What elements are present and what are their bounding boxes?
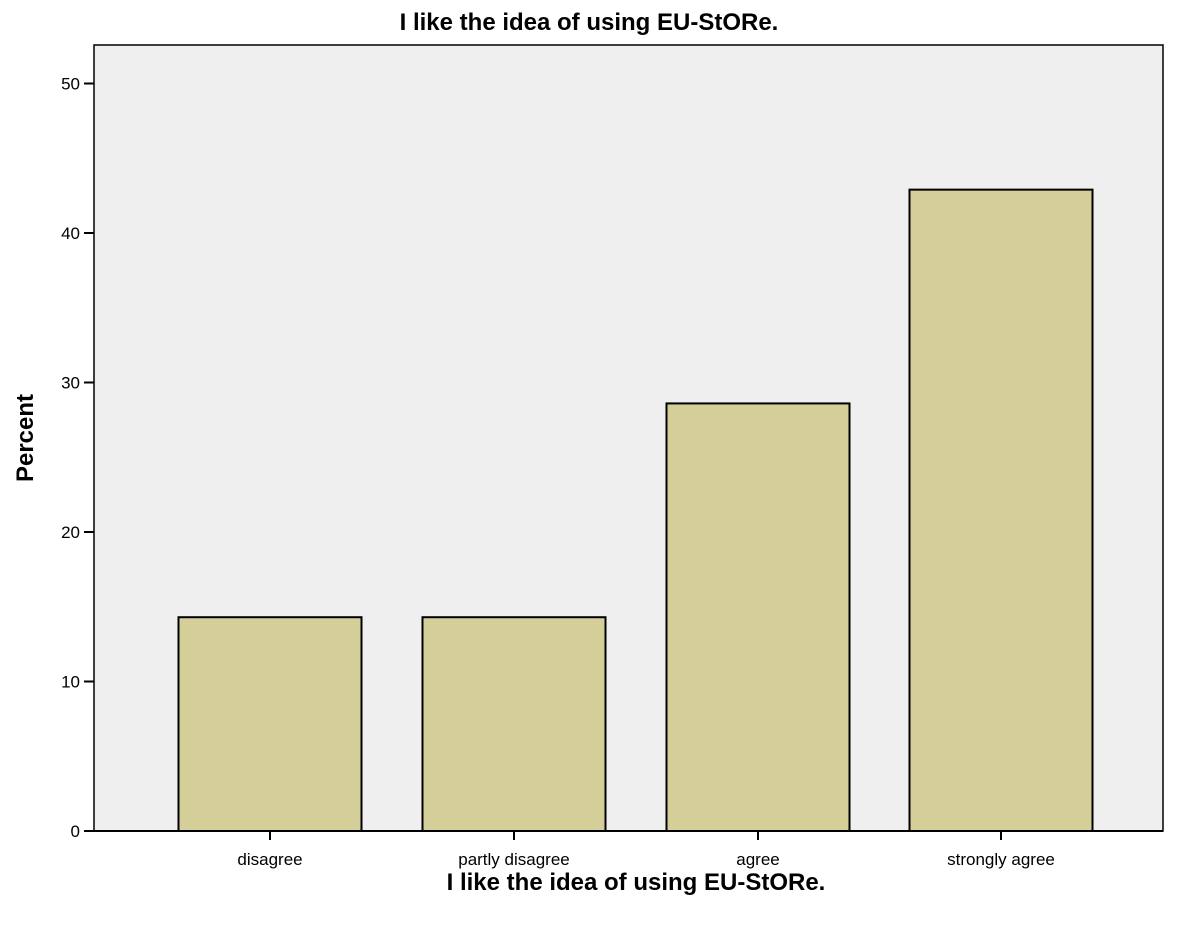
y-tick-label: 20 xyxy=(61,523,80,542)
bar-partly-disagree xyxy=(421,616,607,833)
y-tick-label: 0 xyxy=(71,822,80,841)
bar-agree xyxy=(665,402,851,832)
x-tick-label: partly disagree xyxy=(458,850,570,869)
y-axis: 0 10 20 30 40 50 xyxy=(61,75,94,841)
y-tick-label: 30 xyxy=(61,374,80,393)
bars-group xyxy=(177,188,1094,833)
y-tick-label: 10 xyxy=(61,673,80,692)
y-tick-label: 40 xyxy=(61,224,80,243)
x-tick-label: agree xyxy=(736,850,779,869)
y-tick-label: 50 xyxy=(61,75,80,94)
y-axis-title: Percent xyxy=(12,394,39,482)
bar-strongly-agree xyxy=(908,188,1094,832)
x-tick-label: disagree xyxy=(237,850,302,869)
chart-title: I like the idea of using EU-StORe. xyxy=(400,9,779,36)
x-axis-title: I like the idea of using EU-StORe. xyxy=(447,869,826,896)
x-axis: disagree partly disagree agree strongly agr… xyxy=(94,830,1163,869)
x-tick-label: strongly agree xyxy=(947,850,1055,869)
bar-disagree xyxy=(177,616,363,833)
